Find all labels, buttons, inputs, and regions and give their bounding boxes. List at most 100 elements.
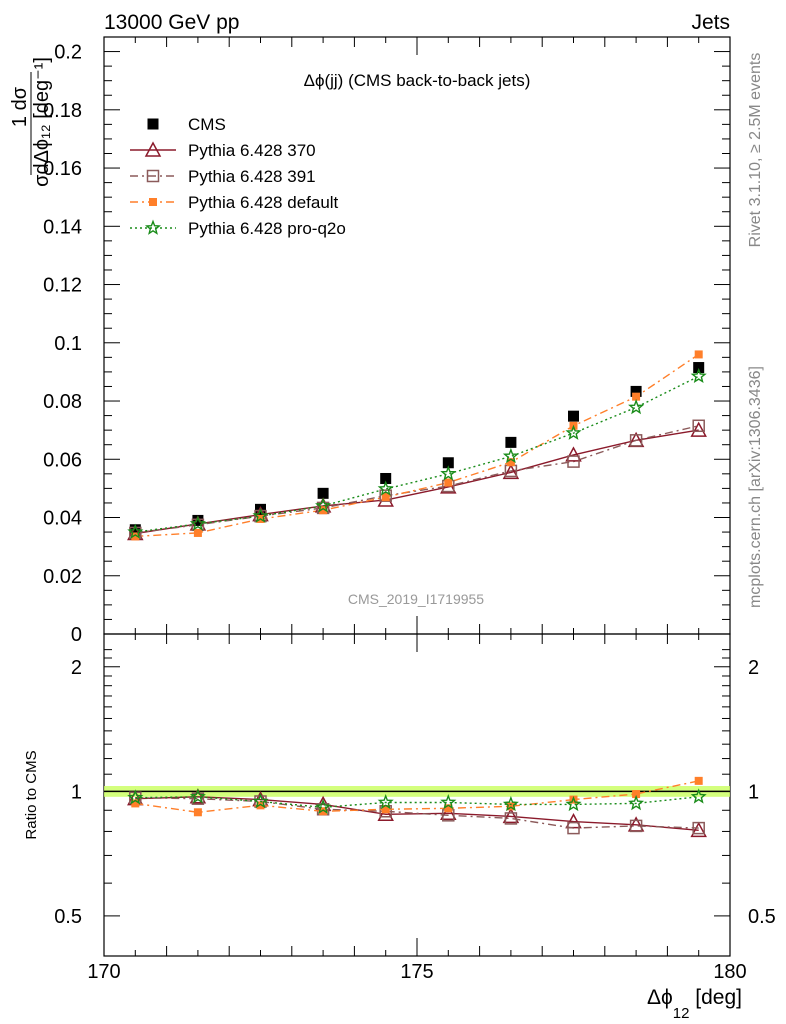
main-plot-title: Δϕ(jj) (CMS back-to-back jets) (304, 71, 531, 90)
legend-label: Pythia 6.428 pro-q2o (188, 219, 346, 238)
data-point-pythia-6-428-default (131, 532, 140, 541)
main-y-axis-label: 1 dσ σdΔϕ₁₂ [deg⁻¹] (9, 57, 53, 187)
main-y-tick-label: 0.2 (54, 42, 82, 64)
ratio-point-pythia-6-428-391 (504, 812, 518, 825)
ratio-y-tick-label-right: 2 (748, 657, 759, 679)
legend-entry-cms: CMS (147, 115, 226, 134)
header-jets-label: Jets (691, 11, 730, 34)
legend-label: Pythia 6.428 default (188, 193, 339, 212)
ratio-y-tick-label-right: 0.5 (748, 906, 776, 928)
data-point-pythia-6-428-370 (502, 463, 520, 480)
main-y-tick-label: 0.06 (43, 449, 82, 471)
series-line-pythia-6-428-391 (135, 425, 699, 534)
ratio-y-axis-label: Ratio to CMS (23, 750, 40, 839)
x-tick-label: 170 (87, 961, 120, 983)
ratio-point-pythia-6-428-391 (567, 821, 580, 835)
data-point-pythia-6-428-pro-q2o (502, 447, 519, 464)
data-point-pythia-6-428-391 (567, 455, 580, 468)
ratio-point-pythia-6-428-pro-q2o (315, 798, 332, 815)
data-point-pythia-6-428-pro-q2o (565, 424, 582, 440)
legend-entry-pythia-6-428-391: Pythia 6.428 391 (130, 167, 316, 186)
ratio-point-pythia-6-428-pro-q2o (377, 794, 394, 810)
legend-marker (147, 118, 159, 130)
ratio-point-pythia-6-428-default (131, 799, 140, 808)
ratio-point-pythia-6-428-pro-q2o (189, 788, 206, 804)
legend-entry-pythia-6-428-default: Pythia 6.428 default (130, 193, 339, 212)
mcplots-label: mcplots.cern.ch [arXiv:1306.3436] (747, 366, 764, 608)
data-point-cms (129, 524, 141, 536)
main-y-tick-label: 0.12 (43, 275, 82, 297)
legend-label: Pythia 6.428 370 (188, 141, 316, 160)
data-point-pythia-6-428-pro-q2o (690, 367, 707, 384)
data-point-cms (630, 385, 642, 397)
legend-marker (146, 169, 160, 183)
data-point-pythia-6-428-391 (379, 489, 392, 502)
data-point-pythia-6-428-default (319, 506, 328, 515)
ratio-point-pythia-6-428-370 (440, 804, 457, 821)
data-point-pythia-6-428-pro-q2o (315, 497, 332, 513)
legend-marker (149, 198, 157, 206)
ratio-point-pythia-6-428-default (506, 802, 515, 811)
ratio-point-pythia-6-428-pro-q2o (252, 793, 269, 809)
data-point-pythia-6-428-370 (565, 446, 582, 462)
ratio-point-pythia-6-428-391 (191, 792, 205, 805)
rivet-version-label: Rivet 3.1.10, ≥ 2.5M events (747, 53, 764, 248)
series-line-pythia-6-428-pro-q2o (135, 375, 700, 533)
legend-label: CMS (188, 115, 226, 134)
data-point-cms (380, 472, 392, 484)
main-y-tick-label: 0.16 (43, 158, 82, 180)
data-point-pythia-6-428-pro-q2o (252, 507, 269, 523)
data-point-pythia-6-428-391 (629, 434, 643, 447)
data-point-cms (192, 514, 204, 526)
ratio-point-pythia-6-428-pro-q2o (628, 794, 645, 811)
main-y-tick-label: 0.02 (43, 566, 82, 588)
legend-entry-pythia-6-428-370: Pythia 6.428 370 (130, 141, 316, 160)
ratio-point-pythia-6-428-370 (690, 821, 707, 838)
ratio-line-pythia-6-428-default (135, 780, 699, 814)
x-axis-label: Δϕ12 [deg] (647, 986, 742, 1022)
x-tick-label: 180 (713, 961, 746, 983)
data-point-pythia-6-428-pro-q2o (628, 398, 645, 415)
main-y-tick-label: 0.1 (54, 333, 82, 355)
ratio-point-pythia-6-428-default (319, 807, 328, 816)
ratio-y-tick-label: 2 (71, 657, 82, 679)
data-point-pythia-6-428-default (444, 478, 453, 487)
ratio-point-pythia-6-428-pro-q2o (690, 788, 707, 804)
data-point-pythia-6-428-pro-q2o (440, 465, 457, 481)
main-y-tick-label: 0.08 (43, 391, 82, 413)
data-point-pythia-6-428-370 (690, 421, 707, 437)
header-energy-label: 13000 GeV pp (104, 11, 239, 34)
data-point-cms (317, 487, 329, 499)
ratio-y-tick-label: 0.5 (54, 906, 82, 928)
ratio-point-pythia-6-428-default (256, 801, 265, 810)
x-tick-label: 175 (400, 961, 433, 983)
ratio-point-pythia-6-428-pro-q2o (127, 789, 144, 805)
ratio-point-pythia-6-428-391 (692, 821, 705, 835)
ratio-point-pythia-6-428-pro-q2o (440, 794, 457, 810)
data-point-pythia-6-428-default (506, 458, 515, 467)
series-line-pythia-6-428-default (135, 353, 700, 538)
data-point-pythia-6-428-default (193, 528, 202, 537)
ratio-point-pythia-6-428-default (694, 776, 703, 785)
main-y-tick-label: 0 (71, 624, 82, 646)
ratio-point-pythia-6-428-370 (502, 807, 520, 824)
legend-marker (144, 219, 162, 235)
ratio-point-pythia-6-428-370 (377, 805, 394, 822)
data-point-cms (505, 436, 517, 448)
ratio-point-pythia-6-428-default (193, 808, 202, 817)
data-point-cms (693, 362, 705, 374)
data-point-pythia-6-428-pro-q2o (189, 515, 206, 531)
ratio-point-pythia-6-428-default (632, 790, 641, 799)
ratio-point-pythia-6-428-391 (629, 819, 643, 833)
legend-marker (144, 141, 162, 157)
analysis-watermark: CMS_2019_I1719955 (348, 591, 484, 607)
ratio-line-pythia-6-428-pro-q2o (135, 796, 699, 809)
ratio-line-pythia-6-428-391 (135, 797, 699, 829)
data-point-pythia-6-428-pro-q2o (377, 480, 394, 496)
svg-text:1 dσ: 1 dσ (9, 86, 31, 127)
ratio-y-tick-label-right: 1 (748, 781, 759, 803)
data-point-cms (442, 457, 454, 469)
main-y-tick-label: 0.14 (43, 216, 82, 238)
data-point-pythia-6-428-pro-q2o (127, 523, 144, 539)
